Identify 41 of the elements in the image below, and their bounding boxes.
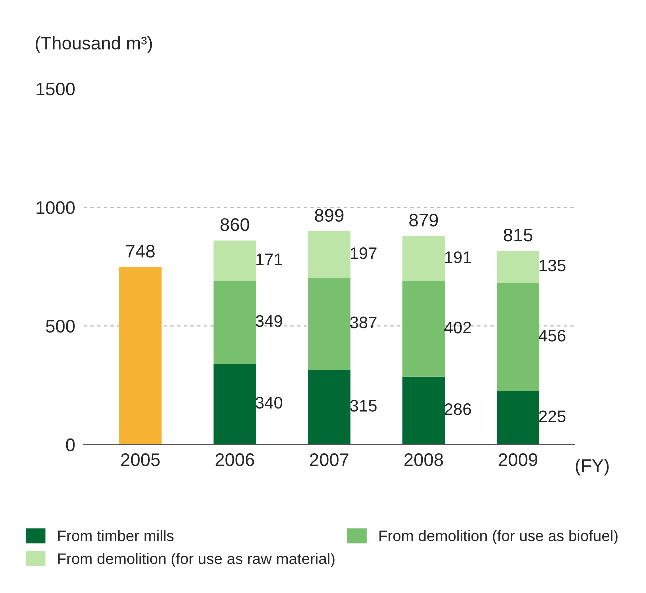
total-label: 899 <box>315 209 344 222</box>
data-label: 135 <box>540 260 566 272</box>
bar <box>308 370 351 445</box>
bar <box>402 282 446 377</box>
data-label: 387 <box>350 316 377 329</box>
data-label: 286 <box>445 404 472 416</box>
bar <box>119 267 162 445</box>
x-tick-label: 2009 <box>499 454 538 466</box>
bar <box>497 283 540 392</box>
legend-label: From demolition (for use as biofuel) <box>380 530 618 545</box>
bar <box>214 240 256 282</box>
bar <box>308 232 351 278</box>
total-label: 860 <box>220 218 250 232</box>
bar <box>308 278 351 370</box>
bar <box>214 281 256 364</box>
data-label: 171 <box>256 254 282 266</box>
y-axis-title: (Thousand m³) <box>36 36 152 54</box>
bar <box>497 391 540 445</box>
bar <box>214 364 256 445</box>
y-tick-label: 1500 <box>36 82 75 96</box>
total-label: 815 <box>504 228 533 242</box>
legend-label: From timber mills <box>58 530 174 542</box>
x-axis-title: (FY) <box>576 458 609 476</box>
bar <box>497 251 540 284</box>
data-label: 197 <box>351 248 377 260</box>
y-tick-label: 1000 <box>36 201 75 214</box>
data-label: 191 <box>445 252 472 264</box>
x-tick-label: 2007 <box>310 454 349 466</box>
x-tick-label: 2005 <box>121 454 160 466</box>
y-tick-label: 500 <box>46 320 75 333</box>
bar <box>402 376 446 445</box>
data-label: 315 <box>350 400 377 412</box>
x-tick-label: 2008 <box>404 454 444 466</box>
data-label: 225 <box>539 410 566 423</box>
x-tick-label: 2006 <box>216 454 254 466</box>
legend-label: From demolition (for use as raw material) <box>58 553 335 568</box>
y-tick-label: 0 <box>66 438 75 452</box>
total-label: 879 <box>410 214 438 227</box>
bar <box>402 236 446 282</box>
total-label: 748 <box>126 245 155 258</box>
data-label: 349 <box>256 315 282 328</box>
